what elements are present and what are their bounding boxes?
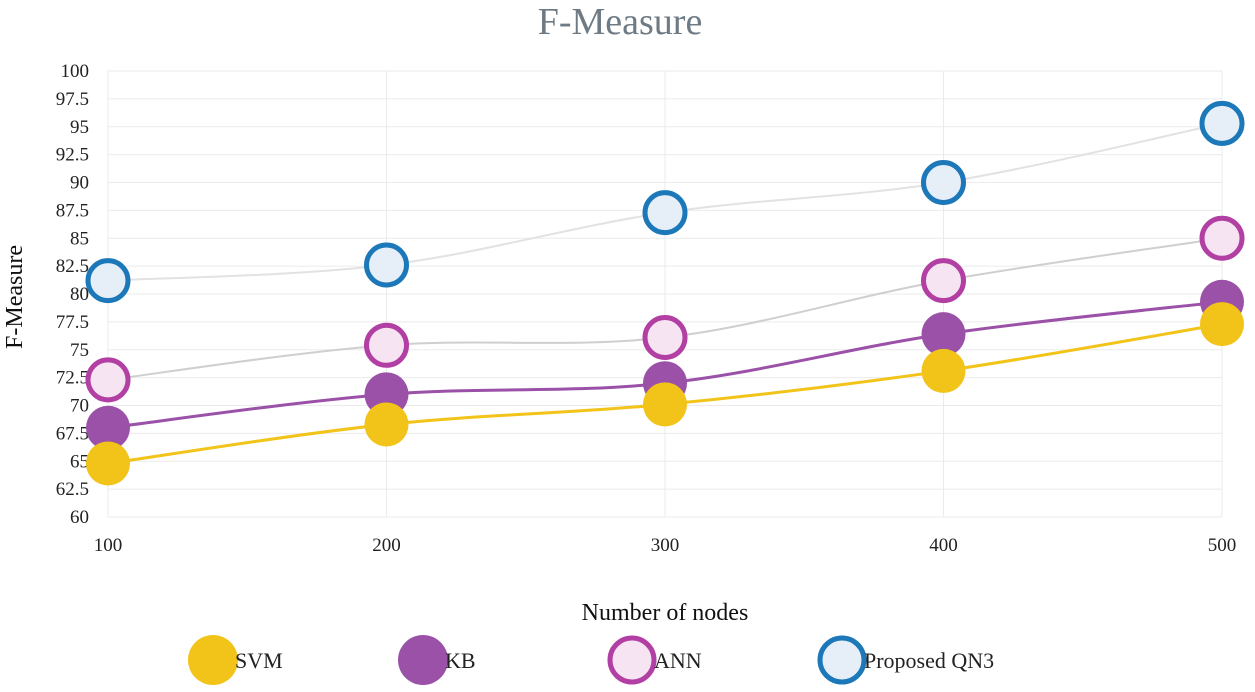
y-tick-label: 77.5 (56, 312, 89, 333)
data-point-svm[interactable] (86, 441, 130, 486)
y-tick-label: 90 (70, 173, 89, 194)
legend-marker (817, 635, 867, 685)
chart-title: F-Measure (538, 1, 703, 43)
x-tick-label: 300 (651, 535, 680, 556)
data-point-svm[interactable] (364, 402, 409, 447)
x-axis: 100 200 300 400 500 (94, 535, 1237, 556)
y-axis: 60 62.5 65 67.5 70 72.5 75 77.5 80 82.5 85 87.5 90 92… (56, 61, 89, 528)
data-point-svm[interactable] (921, 348, 966, 393)
y-tick-label: 70 (70, 396, 89, 417)
x-tick-label: 500 (1208, 535, 1237, 556)
grid-lines (107, 70, 1223, 518)
data-point-kb[interactable] (364, 372, 409, 417)
data-point-svm[interactable] (1200, 302, 1244, 347)
legend-marker (188, 635, 238, 685)
data-point-proposed-qn3[interactable] (642, 190, 688, 236)
data-point-proposed-qn3[interactable] (1199, 100, 1245, 146)
x-axis-label: Number of nodes (582, 600, 749, 626)
y-tick-label: 100 (61, 61, 90, 82)
x-tick-label: 200 (372, 535, 401, 556)
x-tick-label: 400 (929, 535, 958, 556)
data-point-proposed-qn3[interactable] (85, 258, 131, 304)
y-axis-label: F-Measure (2, 245, 28, 349)
series-points (85, 100, 1245, 486)
data-point-kb[interactable] (921, 312, 966, 357)
data-point-proposed-qn3[interactable] (921, 160, 966, 205)
y-tick-label: 65 (70, 451, 89, 472)
y-tick-label: 87.5 (56, 200, 89, 221)
legend-marker (398, 635, 448, 685)
y-tick-label: 72.5 (56, 368, 89, 389)
y-tick-label: 97.5 (56, 89, 89, 110)
data-point-ann[interactable] (921, 258, 966, 304)
y-tick-label: 85 (70, 228, 89, 249)
data-point-svm[interactable] (643, 382, 687, 427)
data-point-kb[interactable] (86, 405, 130, 450)
legend-label[interactable]: KB (445, 648, 476, 673)
y-tick-label: 60 (70, 507, 89, 528)
y-tick-label: 75 (70, 340, 89, 361)
legend-label[interactable]: SVM (235, 648, 283, 673)
data-point-ann[interactable] (85, 357, 131, 403)
y-tick-label: 82.5 (56, 256, 89, 277)
legend-label[interactable]: Proposed QN3 (864, 648, 994, 673)
y-tick-label: 62.5 (56, 479, 89, 500)
y-tick-label: 80 (70, 284, 89, 305)
legend-label[interactable]: ANN (654, 648, 702, 673)
data-point-ann[interactable] (642, 314, 688, 360)
legend: SVM KB ANN Proposed QN3 (188, 635, 994, 685)
data-point-proposed-qn3[interactable] (364, 242, 409, 288)
data-point-ann[interactable] (1199, 215, 1245, 261)
legend-marker (607, 635, 657, 685)
data-point-ann[interactable] (364, 322, 409, 368)
x-tick-label: 100 (94, 535, 123, 556)
y-tick-label: 92.5 (56, 145, 89, 166)
y-tick-label: 95 (70, 117, 89, 138)
y-tick-label: 67.5 (56, 423, 89, 444)
